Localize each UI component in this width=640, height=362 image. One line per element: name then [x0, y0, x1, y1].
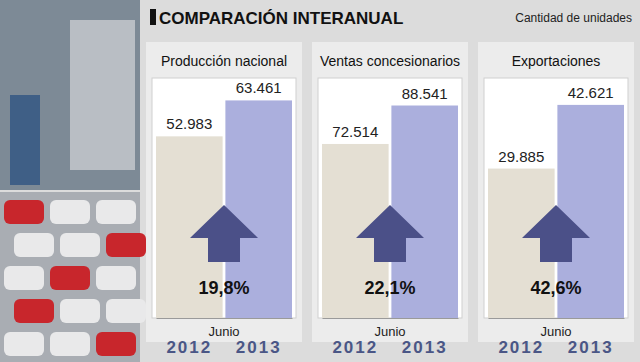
- panel-title: Exportaciones: [512, 53, 601, 69]
- x-tick-label: 2012: [166, 338, 212, 357]
- x-tick: 2013: [236, 318, 282, 357]
- x-axis-line: [489, 318, 625, 319]
- chart-root: COMPARACIÓN INTERANUAL Cantidad de unidad…: [0, 0, 640, 362]
- photo-detail: [4, 266, 44, 290]
- panel: Exportaciones29.88542.62142,6%Junio20122…: [478, 42, 634, 357]
- arrow: [356, 205, 424, 262]
- photo-detail: [50, 200, 90, 224]
- x-axis-label: Junio: [540, 324, 571, 339]
- x-axis-line: [323, 318, 459, 319]
- photo-detail: [4, 332, 44, 356]
- photo-detail: [96, 332, 136, 356]
- x-tick-label: 2013: [236, 338, 282, 357]
- photo-detail: [10, 95, 40, 185]
- annotation: 19,8%: [198, 278, 249, 298]
- panel: Producción nacional 52.983 63.461 19,8% Juni…: [146, 42, 302, 357]
- panel-title: Producción nacional: [161, 53, 287, 69]
- photo-detail: [106, 299, 146, 323]
- photo-detail: [70, 20, 135, 170]
- bars: [156, 100, 292, 318]
- data-label: 72.514: [332, 123, 378, 140]
- photo-detail: [14, 233, 54, 257]
- plot-frame: [152, 78, 296, 318]
- photo: [0, 0, 140, 190]
- x-axis-label: Junio: [374, 324, 405, 339]
- photo-detail: [50, 266, 90, 290]
- header-marker: [150, 9, 156, 25]
- x-tick: 2012: [166, 318, 212, 357]
- panel-title: Ventas concesionarios: [320, 53, 460, 69]
- header-unit: Cantidad de unidades: [515, 11, 632, 25]
- x-tick-label: 2013: [402, 338, 448, 357]
- bars: [322, 106, 458, 318]
- x-tick: 2012: [498, 318, 544, 357]
- x-tick-label: 2013: [568, 338, 614, 357]
- photo-detail: [4, 200, 44, 224]
- photo-detail: [60, 299, 100, 323]
- photo-detail: [106, 233, 146, 257]
- data-label: 88.541: [402, 85, 448, 102]
- data-label: 52.983: [166, 115, 212, 132]
- x-axis-label: Junio: [208, 324, 239, 339]
- x-axis-line: [157, 318, 293, 319]
- x-tick: 2013: [568, 318, 614, 357]
- x-tick-label: 2012: [332, 338, 378, 357]
- panel-background: [312, 42, 468, 342]
- photos: [0, 0, 146, 362]
- panel-background: [146, 42, 302, 342]
- data-label: 29.885: [498, 148, 544, 165]
- background: [0, 0, 640, 362]
- photo-detail: [14, 299, 54, 323]
- panel: Ventas concesionarios 72.514 88.541 22,1% Ju…: [312, 42, 468, 357]
- data-label: 63.461: [236, 79, 282, 96]
- arrow: [190, 205, 258, 262]
- photo-detail: [60, 233, 100, 257]
- x-tick: 2012: [332, 318, 378, 357]
- photo-detail: [96, 200, 136, 224]
- x-tick: 2013: [402, 318, 448, 357]
- x-tick-label: 2012: [498, 338, 544, 357]
- panel-background: [478, 42, 634, 342]
- header-title: COMPARACIÓN INTERANUAL: [159, 9, 403, 28]
- x-axis: 2012 2013: [323, 318, 459, 357]
- annotation: 42,6%: [530, 278, 581, 298]
- data-label: 42.621: [568, 84, 614, 101]
- annotation: 22,1%: [364, 278, 415, 298]
- arrow: [522, 205, 590, 262]
- photo-detail: [96, 266, 136, 290]
- x-axis: 2012 2013: [157, 318, 293, 357]
- photo-detail: [50, 332, 90, 356]
- plot-frame: [484, 78, 628, 318]
- bars: [488, 105, 624, 318]
- plot-frame: [318, 78, 462, 318]
- x-axis: 2012 2013: [489, 318, 625, 357]
- photo: [0, 192, 140, 362]
